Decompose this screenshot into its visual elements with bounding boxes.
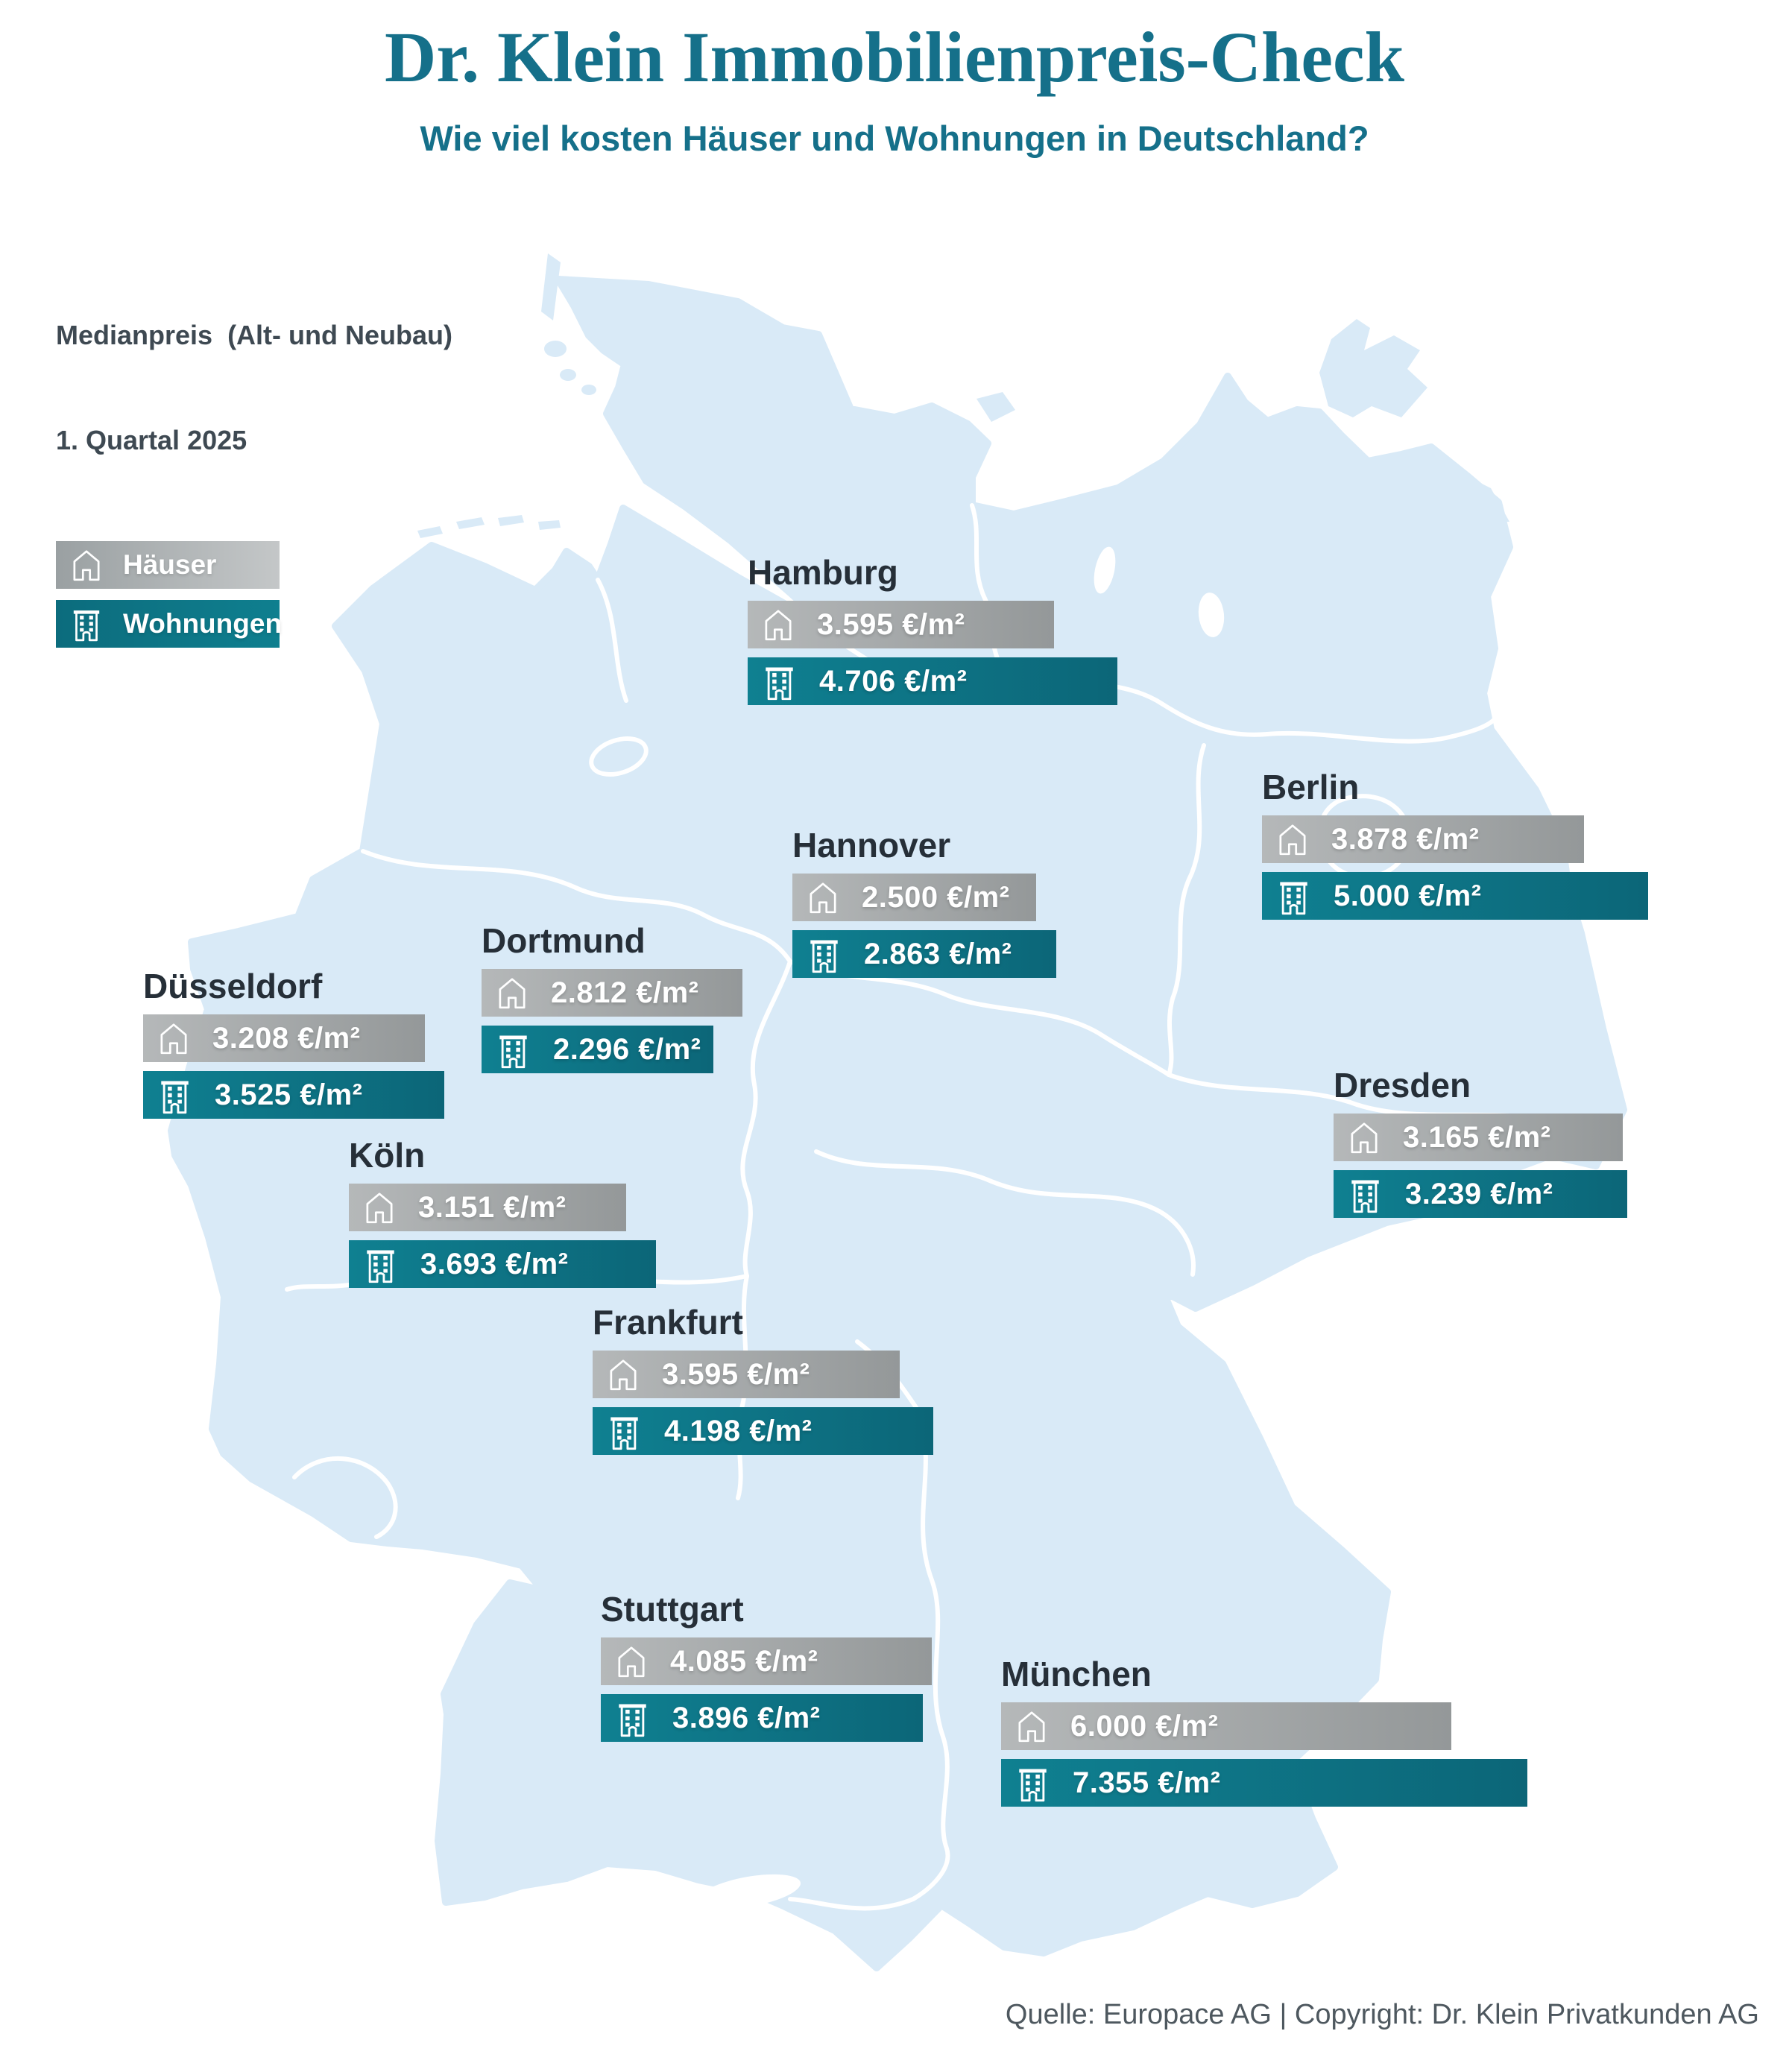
building-icon (68, 605, 105, 642)
city-name: Hamburg (748, 553, 898, 592)
apartments-price-bar: 3.239 €/m² (1334, 1170, 1627, 1218)
building-icon (760, 662, 799, 701)
city-block-koeln: Köln 3.151 €/m² 3.693 €/m² (349, 1136, 656, 1297)
islands (417, 253, 1509, 538)
houses-price-value: 3.151 €/m² (418, 1190, 567, 1224)
building-icon (493, 1030, 533, 1070)
city-block-dortmund: Dortmund 2.812 €/m² 2.296 €/m² (482, 921, 742, 1082)
apartments-price-bar: 7.355 €/m² (1001, 1759, 1527, 1807)
houses-price-value: 3.208 €/m² (212, 1021, 361, 1055)
city-block-hamburg: Hamburg 3.595 €/m² 4.706 €/m² (748, 553, 1117, 714)
city-block-duesseldorf: Düsseldorf 3.208 €/m² 3.525 €/m² (143, 967, 444, 1128)
source-credit: Quelle: Europace AG | Copyright: Dr. Kle… (1005, 1999, 1759, 2030)
houses-price-bar: 3.165 €/m² (1334, 1114, 1623, 1161)
building-icon (1274, 877, 1313, 916)
houses-price-bar: 2.812 €/m² (482, 969, 742, 1017)
apartments-price-value: 4.706 €/m² (819, 664, 968, 698)
apartments-price-bar: 2.863 €/m² (792, 930, 1056, 978)
houses-price-value: 3.595 €/m² (817, 607, 965, 641)
houses-price-bar: 3.595 €/m² (593, 1351, 900, 1398)
house-icon (613, 1643, 650, 1680)
house-icon (1274, 821, 1311, 858)
legend-bars: Häuser Wohnungen (56, 541, 452, 648)
houses-price-value: 2.812 €/m² (551, 976, 699, 1009)
city-name: Stuttgart (601, 1590, 744, 1629)
lakes (697, 546, 1225, 1910)
city-block-dresden: Dresden 3.165 €/m² 3.239 €/m² (1334, 1066, 1627, 1227)
city-name: Frankfurt (593, 1303, 743, 1342)
apartments-price-value: 3.896 €/m² (672, 1701, 821, 1734)
houses-price-bar: 6.000 €/m² (1001, 1702, 1451, 1750)
apartments-price-value: 3.239 €/m² (1405, 1177, 1553, 1210)
city-name: Dresden (1334, 1066, 1471, 1105)
apartments-price-value: 2.863 €/m² (864, 937, 1012, 970)
building-icon (1013, 1763, 1053, 1803)
house-icon (68, 546, 105, 584)
apartments-price-bar: 4.706 €/m² (748, 657, 1117, 705)
houses-price-value: 3.878 €/m² (1331, 822, 1480, 856)
building-icon (804, 935, 844, 974)
apartments-price-bar: 5.000 €/m² (1262, 872, 1648, 920)
houses-price-bar: 2.500 €/m² (792, 874, 1036, 921)
germany-outline (168, 276, 1627, 1971)
house-icon (760, 606, 797, 643)
city-name: Düsseldorf (143, 967, 323, 1005)
house-icon (605, 1356, 642, 1393)
house-icon (361, 1189, 398, 1226)
city-block-muenchen: München 6.000 €/m² 7.355 €/m² (1001, 1655, 1527, 1816)
city-name: Berlin (1262, 768, 1360, 806)
legend-apartments-label: Wohnungen (123, 608, 283, 639)
house-icon (1013, 1708, 1050, 1745)
legend-title-line1: Medianpreis (Alt- und Neubau) (56, 320, 453, 350)
house-icon (493, 974, 531, 1011)
building-icon (613, 1699, 652, 1738)
houses-price-bar: 3.151 €/m² (349, 1184, 626, 1231)
apartments-price-value: 3.693 €/m² (420, 1247, 569, 1280)
building-icon (155, 1076, 195, 1115)
legend-title-line2: 1. Quartal 2025 (56, 425, 247, 455)
city-name: München (1001, 1655, 1152, 1693)
legend-title: Medianpreis (Alt- und Neubau) 1. Quartal… (56, 247, 452, 528)
houses-price-bar: 4.085 €/m² (601, 1637, 932, 1685)
apartments-price-value: 3.525 €/m² (215, 1078, 363, 1111)
apartments-price-value: 4.198 €/m² (664, 1414, 813, 1447)
houses-price-value: 6.000 €/m² (1070, 1709, 1219, 1743)
apartments-price-value: 5.000 €/m² (1334, 879, 1482, 912)
apartments-price-bar: 3.896 €/m² (601, 1694, 923, 1742)
legend-houses-label: Häuser (123, 549, 217, 580)
houses-price-value: 4.085 €/m² (670, 1644, 818, 1678)
apartments-price-value: 7.355 €/m² (1073, 1766, 1221, 1799)
page-title: Dr. Klein Immobilienpreis-Check (384, 17, 1405, 97)
city-name: Hannover (792, 826, 951, 865)
houses-price-value: 3.165 €/m² (1403, 1120, 1551, 1154)
apartments-price-value: 2.296 €/m² (553, 1032, 701, 1066)
houses-price-bar: 3.208 €/m² (143, 1014, 425, 1062)
apartments-price-bar: 2.296 €/m² (482, 1026, 713, 1073)
apartments-price-bar: 3.693 €/m² (349, 1240, 656, 1288)
legend-houses-swatch: Häuser (56, 541, 280, 589)
houses-price-bar: 3.878 €/m² (1262, 815, 1584, 863)
building-icon (1345, 1175, 1385, 1214)
houses-price-value: 2.500 €/m² (862, 880, 1010, 914)
city-block-hannover: Hannover 2.500 €/m² 2.863 €/m² (792, 826, 1056, 987)
city-block-stuttgart: Stuttgart 4.085 €/m² 3.896 €/m² (601, 1590, 932, 1751)
apartments-price-bar: 3.525 €/m² (143, 1071, 444, 1119)
legend-apartments-swatch: Wohnungen (56, 600, 283, 648)
houses-price-value: 3.595 €/m² (662, 1357, 810, 1391)
city-name: Dortmund (482, 921, 646, 960)
house-icon (804, 879, 842, 916)
city-block-frankfurt: Frankfurt 3.595 €/m² 4.198 €/m² (593, 1303, 933, 1464)
building-icon (605, 1412, 644, 1451)
city-name: Köln (349, 1136, 426, 1175)
city-block-berlin: Berlin 3.878 €/m² 5.000 €/m² (1262, 768, 1648, 929)
page-subtitle: Wie viel kosten Häuser und Wohnungen in … (420, 119, 1369, 158)
building-icon (361, 1245, 400, 1284)
house-icon (1345, 1119, 1383, 1156)
apartments-price-bar: 4.198 €/m² (593, 1407, 933, 1455)
house-icon (155, 1020, 192, 1057)
houses-price-bar: 3.595 €/m² (748, 601, 1054, 648)
legend: Medianpreis (Alt- und Neubau) 1. Quartal… (56, 247, 452, 659)
